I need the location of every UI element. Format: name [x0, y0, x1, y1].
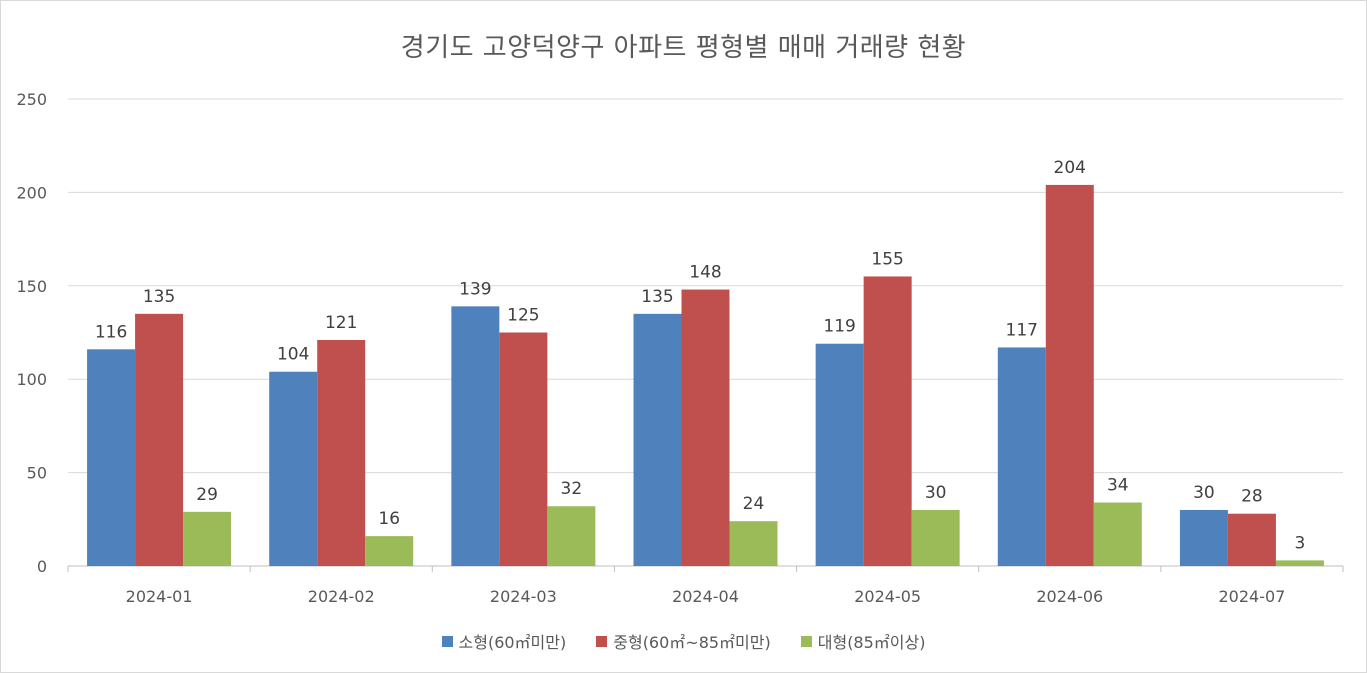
data-label: 28 — [1241, 487, 1263, 507]
x-tick-label: 2024-02 — [308, 587, 375, 606]
bar — [1227, 513, 1276, 566]
legend-label: 소형(60㎡미만) — [458, 633, 567, 652]
data-label: 119 — [823, 317, 855, 337]
data-label: 155 — [871, 249, 903, 269]
y-tick-label: 0 — [37, 557, 47, 576]
bar — [863, 276, 912, 566]
data-label: 34 — [1107, 475, 1129, 495]
y-tick-label: 50 — [27, 464, 47, 483]
legend-swatch — [596, 635, 608, 647]
data-label: 139 — [459, 279, 491, 299]
bar — [365, 536, 414, 566]
bar — [633, 313, 682, 566]
data-label: 29 — [196, 485, 218, 505]
bar — [183, 511, 232, 566]
bar — [87, 349, 136, 566]
data-label: 148 — [689, 263, 721, 283]
data-label: 204 — [1054, 158, 1086, 178]
legend-swatch — [441, 635, 453, 647]
bar — [135, 313, 184, 566]
data-label: 121 — [325, 313, 357, 333]
data-label: 104 — [277, 345, 309, 365]
data-label: 125 — [507, 306, 539, 326]
bar — [681, 289, 730, 566]
data-label: 32 — [561, 479, 583, 499]
bar — [1093, 502, 1142, 566]
data-label: 3 — [1295, 533, 1306, 553]
bar — [547, 506, 596, 566]
bar — [815, 343, 864, 566]
data-label: 16 — [378, 509, 400, 529]
legend-label: 대형(85㎡이상) — [817, 633, 926, 652]
x-tick-label: 2024-06 — [1036, 587, 1103, 606]
bar — [997, 347, 1046, 566]
y-tick-label: 150 — [16, 277, 47, 296]
bar — [317, 339, 366, 566]
legend-swatch — [800, 635, 812, 647]
legend: 소형(60㎡미만) 중형(60㎡~85㎡미만) 대형(85㎡이상) — [1, 629, 1366, 653]
x-tick-label: 2024-05 — [854, 587, 921, 606]
data-label: 116 — [95, 322, 127, 342]
bar — [499, 332, 548, 566]
bar — [1179, 509, 1228, 566]
y-tick-label: 100 — [16, 370, 47, 389]
chart-title: 경기도 고양덕양구 아파트 평형별 매매 거래량 현황 — [400, 33, 967, 63]
y-tick-label: 250 — [16, 90, 47, 109]
bar — [1045, 184, 1094, 567]
x-tick-label: 2024-03 — [490, 587, 557, 606]
data-label: 24 — [743, 494, 765, 514]
legend-item: 대형(85㎡이상) — [800, 629, 926, 653]
bar — [451, 306, 500, 566]
data-label: 117 — [1006, 320, 1038, 340]
bar — [269, 371, 318, 566]
y-tick-label: 200 — [16, 183, 47, 202]
data-label: 135 — [143, 287, 175, 307]
data-label: 135 — [641, 287, 673, 307]
bar — [911, 509, 960, 566]
x-tick-label: 2024-04 — [672, 587, 739, 606]
data-label: 30 — [925, 483, 947, 503]
x-tick-label: 2024-01 — [126, 587, 193, 606]
legend-label: 중형(60㎡~85㎡미만) — [613, 633, 771, 652]
legend-item: 소형(60㎡미만) — [441, 629, 567, 653]
bar — [729, 521, 778, 566]
bar — [1275, 560, 1324, 566]
data-label: 30 — [1193, 483, 1215, 503]
legend-item: 중형(60㎡~85㎡미만) — [596, 629, 771, 653]
x-tick-label: 2024-07 — [1218, 587, 1285, 606]
